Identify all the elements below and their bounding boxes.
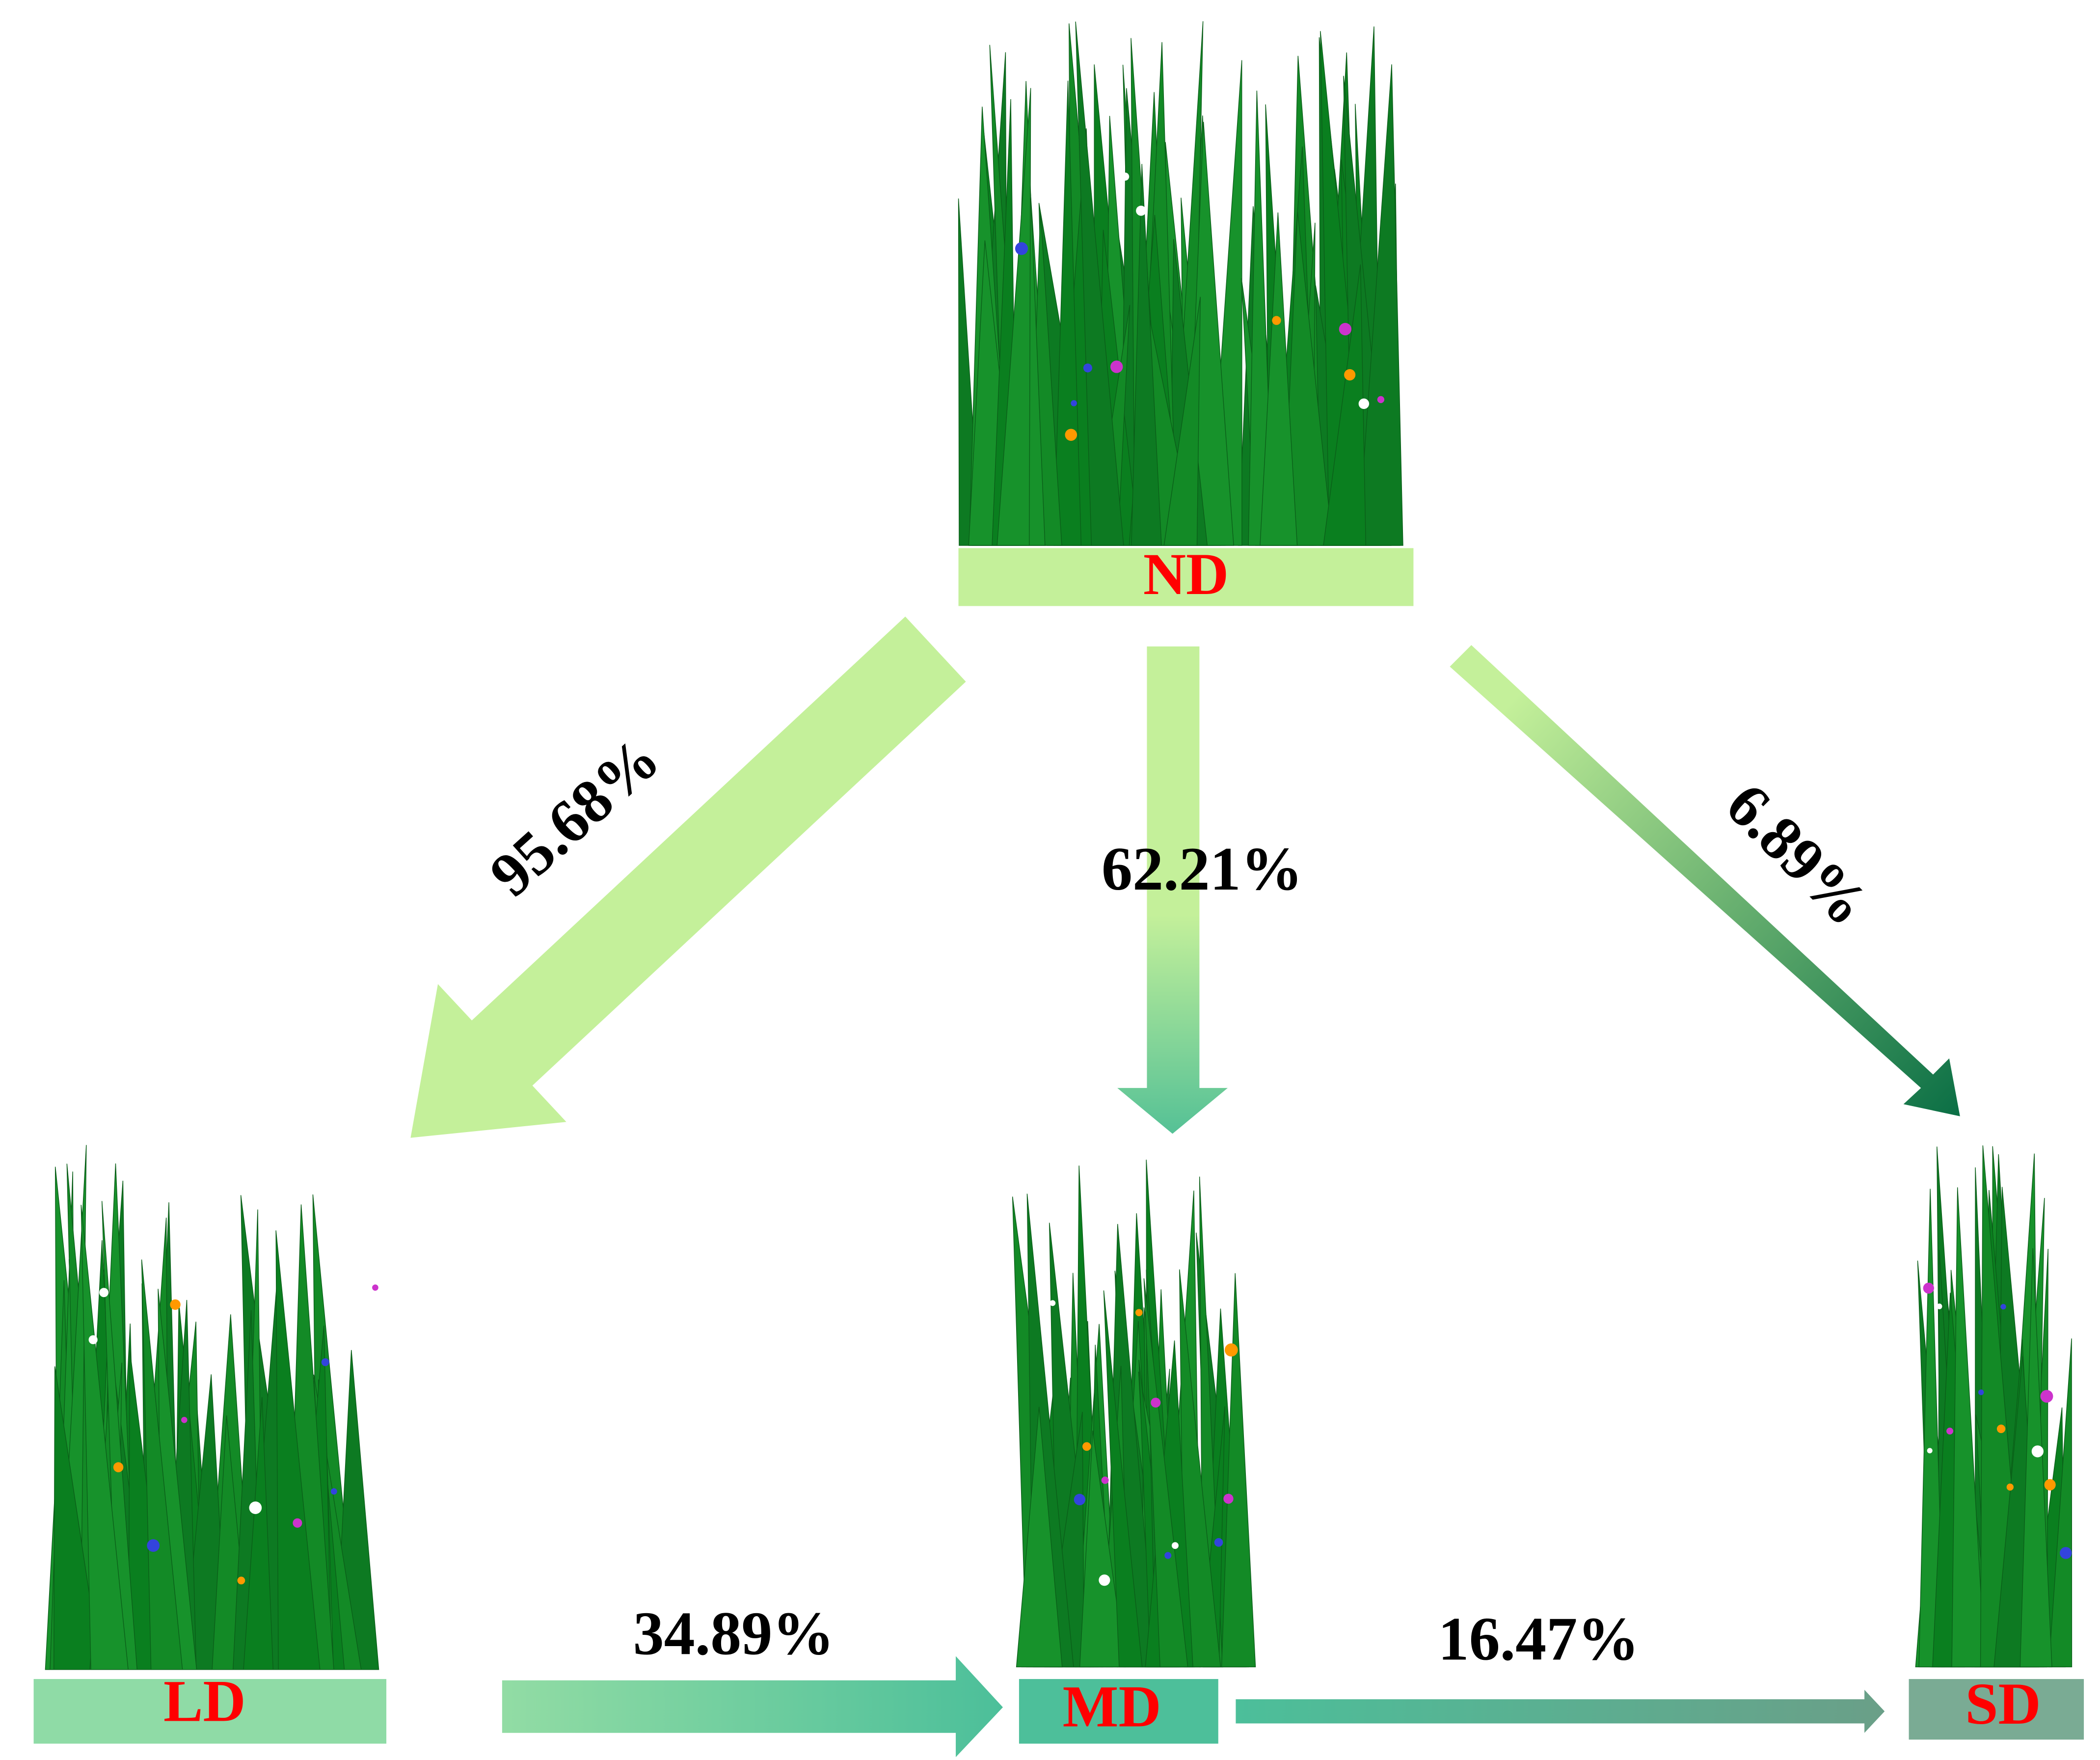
- grass-blade: [1131, 163, 1162, 546]
- flower: [2060, 1547, 2072, 1559]
- node-label: SD: [1965, 1671, 2041, 1737]
- node-label: LD: [163, 1668, 246, 1734]
- flower: [1272, 316, 1281, 325]
- flower: [1223, 1493, 1234, 1504]
- flower: [321, 1358, 329, 1366]
- flower: [113, 1462, 124, 1472]
- grass-blade: [1260, 212, 1298, 546]
- flower: [1099, 1574, 1110, 1586]
- flower: [1358, 398, 1370, 409]
- grass-blade: [1016, 1407, 1063, 1668]
- flower: [147, 1539, 160, 1552]
- flower: [1101, 1476, 1109, 1484]
- grass-blade: [2048, 1338, 2073, 1668]
- grass-blade: [2019, 1248, 2052, 1668]
- flower: [1015, 242, 1028, 255]
- arrow: [1236, 1689, 1885, 1733]
- flower: [1224, 1343, 1238, 1357]
- node-label: ND: [1143, 542, 1229, 607]
- flower: [88, 1335, 98, 1345]
- flower: [1171, 1542, 1179, 1549]
- flower: [1074, 1493, 1085, 1506]
- grass-blade: [1221, 1273, 1256, 1668]
- flower: [249, 1501, 262, 1515]
- flower: [2031, 1445, 2044, 1458]
- arrow: [410, 616, 966, 1138]
- node-bar: [1019, 1679, 1218, 1744]
- flower: [330, 1488, 337, 1495]
- flower: [1214, 1538, 1223, 1547]
- flower: [1946, 1428, 1954, 1435]
- grass-layer: [45, 21, 2073, 1670]
- flower: [1164, 1552, 1172, 1559]
- flower: [1082, 1442, 1091, 1451]
- grass-blade: [1282, 211, 1333, 546]
- edge-label: 16.47%: [1438, 1605, 1640, 1673]
- node-label: MD: [1063, 1674, 1161, 1739]
- edge-label: 62.21%: [1102, 835, 1303, 903]
- arrow: [1450, 645, 1960, 1116]
- grass-blade: [1103, 1290, 1143, 1668]
- grass-blade: [1053, 81, 1082, 546]
- grass-blade: [81, 1205, 129, 1670]
- flower: [2044, 1479, 2056, 1490]
- grass-blade: [275, 1230, 321, 1670]
- flower: [1136, 205, 1146, 216]
- flower: [1344, 369, 1356, 381]
- arrow: [1117, 646, 1228, 1134]
- flower: [1339, 323, 1352, 336]
- flower: [1151, 1398, 1161, 1408]
- grass-blade: [1163, 297, 1201, 546]
- edge-label: 34.89%: [633, 1599, 835, 1668]
- flower: [237, 1576, 245, 1585]
- flower: [1083, 363, 1092, 373]
- flower: [1121, 172, 1130, 181]
- flower: [2040, 1390, 2053, 1403]
- flower: [1996, 1424, 2006, 1434]
- grass-blade: [1357, 64, 1403, 546]
- flower: [1065, 429, 1077, 441]
- arrow: [502, 1656, 1003, 1758]
- flower: [99, 1288, 108, 1298]
- flower: [1978, 1389, 1984, 1395]
- node-bar: [958, 548, 1414, 606]
- flower: [1377, 396, 1385, 404]
- flower: [170, 1299, 181, 1310]
- flower: [2000, 1304, 2006, 1310]
- flower: [372, 1284, 378, 1291]
- node-bar: [33, 1679, 387, 1744]
- flower: [181, 1417, 188, 1423]
- flower: [1050, 1300, 1056, 1306]
- flower: [1110, 360, 1123, 373]
- grass-blade: [1079, 1431, 1126, 1668]
- flower: [1071, 400, 1077, 406]
- flower: [1135, 1309, 1143, 1316]
- grass-blade: [1951, 1187, 1986, 1668]
- flower: [293, 1518, 302, 1528]
- flower: [1937, 1303, 1942, 1309]
- grass-blade: [1075, 21, 1124, 546]
- grass-blade: [1143, 1278, 1188, 1668]
- grass-blade: [243, 1397, 274, 1670]
- flower: [1923, 1282, 1934, 1294]
- grass-blade: [996, 88, 1031, 546]
- node-bar: [1909, 1679, 2084, 1740]
- flower: [2006, 1483, 2014, 1491]
- flower: [1927, 1448, 1933, 1454]
- grass-blade: [141, 1259, 183, 1670]
